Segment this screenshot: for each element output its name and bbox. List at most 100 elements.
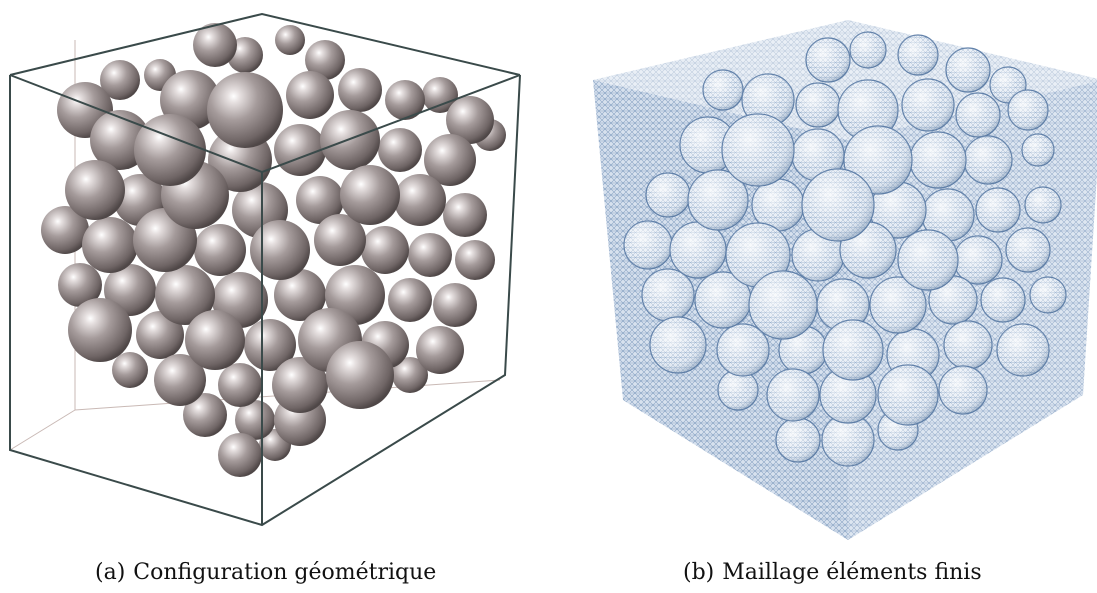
sphere (433, 283, 477, 327)
sphere (272, 357, 328, 413)
sphere (244, 319, 296, 371)
caption-a: (a) Configuration géométrique (95, 560, 436, 585)
meshed-sphere (741, 73, 795, 127)
sphere (82, 217, 138, 273)
meshed-sphere (805, 37, 851, 83)
meshed-sphere (795, 82, 841, 128)
meshed-sphere (641, 268, 695, 322)
meshed-sphere (1005, 227, 1051, 273)
sphere (286, 71, 334, 119)
meshed-sphere (953, 235, 1003, 285)
sphere (378, 128, 422, 172)
sphere (155, 265, 215, 325)
sphere (185, 310, 245, 370)
sphere (274, 269, 326, 321)
sphere (218, 363, 262, 407)
meshed-sphere (748, 270, 818, 340)
meshed-sphere (901, 78, 955, 132)
sphere (218, 433, 262, 477)
meshed-sphere (819, 366, 877, 424)
meshed-sphere (822, 319, 884, 381)
meshed-sphere (1024, 186, 1062, 224)
caption-label: (b) (683, 560, 715, 585)
caption-label: (a) (95, 560, 126, 585)
meshed-sphere (717, 369, 759, 411)
sphere (320, 110, 380, 170)
meshed-sphere (623, 220, 673, 270)
sphere (112, 352, 148, 388)
meshed-sphere (687, 169, 749, 231)
meshed-sphere (645, 172, 691, 218)
meshed-sphere (791, 128, 845, 182)
meshed-sphere (766, 368, 820, 422)
meshed-sphere (694, 271, 752, 329)
meshed-sphere (909, 131, 967, 189)
sphere (305, 40, 345, 80)
sphere (361, 226, 409, 274)
meshed-sphere (816, 278, 870, 332)
meshed-sphere (801, 168, 875, 242)
meshed-sphere (980, 277, 1026, 323)
sphere (422, 77, 458, 113)
meshed-sphere (669, 221, 727, 279)
meshed-sphere (721, 113, 795, 187)
sphere (385, 80, 425, 120)
panel-geometric-configuration (0, 0, 545, 545)
finite-element-mesh-icon (593, 20, 1097, 540)
sphere (314, 214, 366, 266)
sphere (134, 114, 206, 186)
meshed-sphere (897, 34, 939, 76)
meshed-sphere (775, 417, 821, 463)
sphere (296, 176, 344, 224)
sphere (394, 174, 446, 226)
sphere (408, 233, 452, 277)
sphere (154, 354, 206, 406)
meshed-sphere (702, 69, 744, 111)
sphere (41, 206, 89, 254)
sphere (446, 96, 494, 144)
meshed-sphere (938, 365, 988, 415)
meshed-sphere (649, 316, 707, 374)
meshed-sphere (869, 276, 927, 334)
meshed-sphere (877, 364, 939, 426)
sphere (250, 220, 310, 280)
sphere (275, 25, 305, 55)
caption-text: Maillage éléments finis (722, 560, 982, 585)
meshed-sphere (751, 178, 805, 232)
sphere (388, 278, 432, 322)
sphere (424, 134, 476, 186)
sphere (100, 60, 140, 100)
meshed-sphere (821, 413, 875, 467)
sphere (207, 72, 283, 148)
meshed-sphere (945, 47, 991, 93)
panel-finite-element-mesh (548, 0, 1097, 545)
meshed-sphere (725, 222, 791, 288)
sphere (416, 326, 464, 374)
sphere (183, 393, 227, 437)
sphere (65, 160, 125, 220)
meshed-sphere (928, 275, 978, 325)
sphere (68, 298, 132, 362)
sphere (193, 23, 237, 67)
meshed-sphere (955, 92, 1001, 138)
sphere (136, 311, 184, 359)
sphere (340, 165, 400, 225)
sphere (455, 240, 495, 280)
meshed-sphere (963, 135, 1013, 185)
meshed-sphere (975, 187, 1021, 233)
sphere (392, 357, 428, 393)
caption-b: (b) Maillage éléments finis (683, 560, 982, 585)
meshed-sphere (1007, 89, 1049, 131)
meshed-sphere (996, 323, 1050, 377)
meshed-sphere (1029, 276, 1067, 314)
meshed-sphere (1021, 133, 1055, 167)
meshed-sphere (849, 31, 887, 69)
sphere (443, 193, 487, 237)
caption-text: Configuration géométrique (133, 560, 437, 585)
sphere (58, 263, 102, 307)
meshed-sphere (869, 181, 927, 239)
sphere (194, 224, 246, 276)
meshed-sphere (897, 229, 959, 291)
sphere (326, 341, 394, 409)
sphere (338, 68, 382, 112)
